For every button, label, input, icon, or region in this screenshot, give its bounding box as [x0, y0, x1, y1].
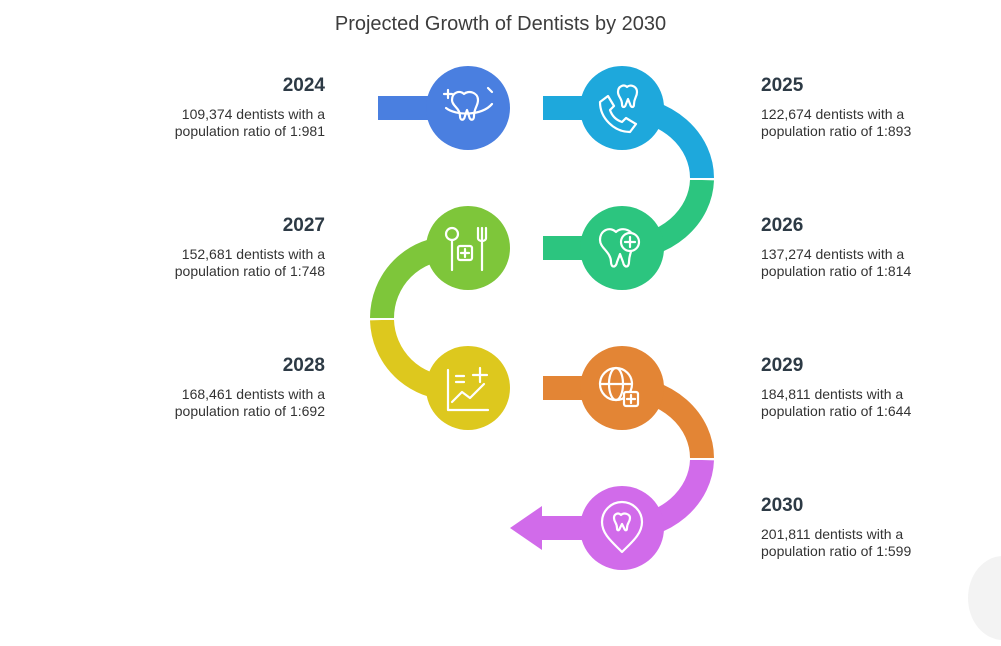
step-description-line: population ratio of 1:748	[174, 263, 325, 279]
step-2025: 2025 122,674 dentists with a population …	[761, 75, 941, 140]
growth-chart-icon	[446, 366, 490, 412]
step-year: 2025	[761, 75, 804, 96]
arrow-head	[510, 506, 580, 550]
step-description: 137,274 dentists with a population ratio…	[761, 246, 941, 280]
step-2030: 2030 201,811 dentists with a population …	[761, 495, 941, 560]
node-2025	[580, 66, 664, 150]
step-description: 201,811 dentists with a population ratio…	[761, 526, 941, 560]
tooth-location-icon	[600, 500, 644, 554]
node-2029	[580, 346, 664, 430]
step-2027: 2027 152,681 dentists with a population …	[145, 215, 325, 280]
step-description-line: 201,811 dentists with a	[761, 526, 904, 542]
step-description-line: population ratio of 1:981	[174, 123, 325, 139]
step-year: 2029	[761, 355, 804, 376]
step-2028: 2028 168,461 dentists with a population …	[145, 355, 325, 420]
step-year: 2027	[282, 215, 325, 236]
node-2027	[426, 206, 510, 290]
step-description: 152,681 dentists with a population ratio…	[145, 246, 325, 280]
step-description: 122,674 dentists with a population ratio…	[761, 106, 941, 140]
step-description-line: 109,374 dentists with a	[181, 106, 325, 122]
mirror-pick-icon	[444, 226, 488, 272]
step-year: 2024	[282, 75, 325, 96]
step-description-line: 152,681 dentists with a	[181, 246, 325, 262]
step-description-line: 184,811 dentists with a	[761, 386, 904, 402]
step-description: 184,811 dentists with a population ratio…	[761, 386, 941, 420]
globe-plus-icon	[598, 366, 640, 408]
step-2026: 2026 137,274 dentists with a population …	[761, 215, 941, 280]
step-year: 2030	[761, 495, 804, 516]
node-2030	[580, 486, 664, 570]
node-2026	[580, 206, 664, 290]
step-description-line: 122,674 dentists with a	[761, 106, 905, 122]
step-description: 168,461 dentists with a population ratio…	[145, 386, 325, 420]
step-description: 109,374 dentists with a population ratio…	[145, 106, 325, 140]
node-2028	[426, 346, 510, 430]
step-year: 2028	[282, 355, 325, 376]
tooth-floss-icon	[442, 86, 494, 121]
step-description-line: population ratio of 1:644	[761, 403, 912, 419]
step-2024: 2024 109,374 dentists with a population …	[145, 75, 325, 140]
node-2024	[426, 66, 510, 150]
step-year: 2026	[761, 215, 804, 236]
step-description-line: population ratio of 1:599	[761, 543, 912, 559]
tooth-plus-icon	[598, 228, 641, 268]
step-description-line: 168,461 dentists with a	[181, 386, 325, 402]
page-title: Projected Growth of Dentists by 2030	[334, 13, 667, 35]
step-description-line: population ratio of 1:893	[761, 123, 912, 139]
step-2029: 2029 184,811 dentists with a population …	[761, 355, 941, 420]
phone-tooth-icon	[598, 84, 639, 134]
step-description-line: population ratio of 1:814	[761, 263, 912, 279]
step-description-line: 137,274 dentists with a	[761, 246, 905, 262]
step-description-line: population ratio of 1:692	[174, 403, 325, 419]
